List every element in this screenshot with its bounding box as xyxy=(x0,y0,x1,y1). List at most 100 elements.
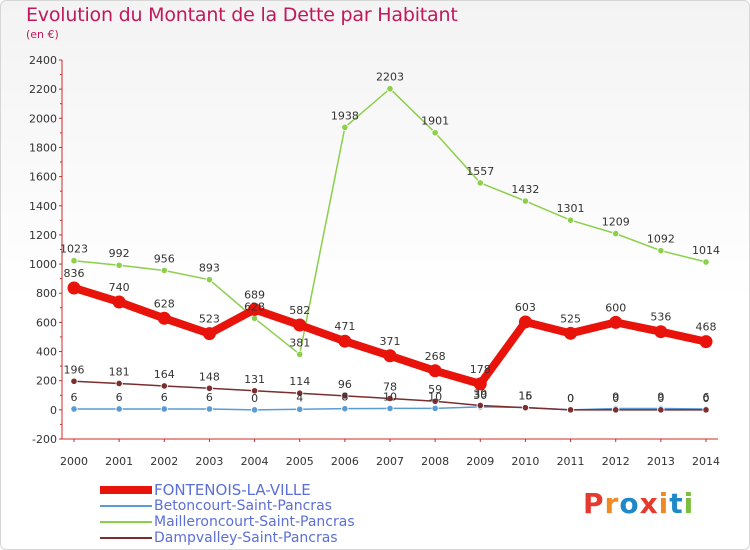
data-label: 1301 xyxy=(557,202,585,215)
data-label: 1901 xyxy=(421,115,449,128)
data-label: 196 xyxy=(64,363,85,376)
data-point xyxy=(612,230,620,238)
chart-subtitle: (en €) xyxy=(26,28,59,41)
y-tick-label: 2200 xyxy=(29,83,57,96)
data-point xyxy=(564,326,578,340)
data-label: 600 xyxy=(605,301,626,314)
data-point xyxy=(566,406,575,414)
data-point xyxy=(250,387,259,395)
data-label: 0 xyxy=(657,392,664,405)
data-label: 0 xyxy=(567,392,574,405)
data-point xyxy=(160,382,168,390)
y-tick-label: 600 xyxy=(36,316,57,329)
data-point xyxy=(248,302,262,316)
logo-letter: i xyxy=(683,487,695,520)
legend-item: Betoncourt-Saint-Pancras xyxy=(100,498,400,514)
data-label: 1023 xyxy=(60,243,88,256)
x-tick-label: 2013 xyxy=(647,455,675,468)
logo-letter: i xyxy=(658,487,670,520)
x-tick-label: 2005 xyxy=(286,455,314,468)
legend-label: FONTENOIS-LA-VILLE xyxy=(154,481,311,499)
data-point xyxy=(70,257,78,265)
data-label: 689 xyxy=(244,288,265,301)
data-label: 836 xyxy=(64,267,85,280)
data-label: 468 xyxy=(696,321,717,334)
legend-label: Betoncourt-Saint-Pancras xyxy=(154,498,332,514)
data-point xyxy=(341,405,349,413)
data-point xyxy=(699,335,713,349)
data-point xyxy=(70,405,78,413)
data-point xyxy=(160,266,168,275)
y-tick-label: 0 xyxy=(50,404,57,417)
data-label: 1014 xyxy=(692,244,720,257)
data-point xyxy=(476,179,484,187)
data-point xyxy=(521,197,530,205)
data-point xyxy=(160,405,168,413)
data-point xyxy=(609,315,623,329)
data-label: 381 xyxy=(289,336,310,349)
data-label: 6 xyxy=(206,391,213,404)
data-point xyxy=(205,276,214,284)
data-label: 181 xyxy=(109,365,130,378)
data-label: 582 xyxy=(289,304,310,317)
data-point xyxy=(386,394,394,403)
data-point xyxy=(115,379,123,388)
legend-swatch xyxy=(100,505,152,507)
logo-letter: t xyxy=(669,487,684,520)
data-point xyxy=(70,377,78,385)
y-tick-label: 1200 xyxy=(29,229,57,242)
data-label: 371 xyxy=(380,335,401,348)
data-label: 536 xyxy=(650,311,671,324)
x-tick-label: 2010 xyxy=(511,455,539,468)
data-label: 471 xyxy=(334,320,355,333)
y-tick-label: 400 xyxy=(36,346,57,359)
data-point xyxy=(250,406,259,414)
data-label: 15 xyxy=(518,390,532,403)
chart-title: Evolution du Montant de la Dette par Hab… xyxy=(26,4,458,26)
data-label: 148 xyxy=(199,370,220,383)
data-label: 628 xyxy=(154,297,175,310)
data-point xyxy=(431,404,439,412)
data-label: 131 xyxy=(244,373,265,386)
data-point xyxy=(341,123,349,131)
data-point xyxy=(115,261,123,269)
data-label: 39 xyxy=(473,387,487,400)
data-label: 6 xyxy=(703,391,710,404)
data-point xyxy=(657,406,665,414)
y-tick-label: -200 xyxy=(32,433,57,446)
data-label: 59 xyxy=(428,383,442,396)
x-tick-label: 2007 xyxy=(376,455,404,468)
data-label: 0 xyxy=(612,392,619,405)
x-tick-label: 2012 xyxy=(602,455,630,468)
logo-letter: x xyxy=(639,487,659,520)
data-label: 6 xyxy=(71,391,78,404)
data-label: 740 xyxy=(109,281,130,294)
data-point xyxy=(428,364,442,378)
data-point xyxy=(250,314,259,322)
data-label: 0 xyxy=(251,392,258,405)
data-label: 0 xyxy=(567,392,574,405)
chart-legend: FONTENOIS-LA-VILLE Betoncourt-Saint-Pancr… xyxy=(100,482,400,546)
data-point xyxy=(521,404,530,412)
data-label: 178 xyxy=(470,363,491,376)
data-point xyxy=(341,392,349,400)
data-label: 1092 xyxy=(647,233,675,246)
data-label: 1557 xyxy=(466,165,494,178)
data-label: 9 xyxy=(657,391,664,404)
x-tick-label: 2002 xyxy=(150,455,178,468)
data-label: 628 xyxy=(244,300,265,313)
x-tick-label: 2000 xyxy=(60,455,88,468)
data-label: 525 xyxy=(560,312,581,325)
data-label: 164 xyxy=(154,368,175,381)
data-point xyxy=(386,404,394,412)
data-label: 523 xyxy=(199,313,220,326)
y-tick-label: 2000 xyxy=(29,112,57,125)
data-point xyxy=(202,327,216,341)
legend-item: Dampvalley-Saint-Pancras xyxy=(100,530,400,546)
data-label: 603 xyxy=(515,301,536,314)
legend-label: Mailleroncourt-Saint-Pancras xyxy=(154,514,355,530)
data-point xyxy=(612,406,620,414)
data-point xyxy=(112,295,126,309)
